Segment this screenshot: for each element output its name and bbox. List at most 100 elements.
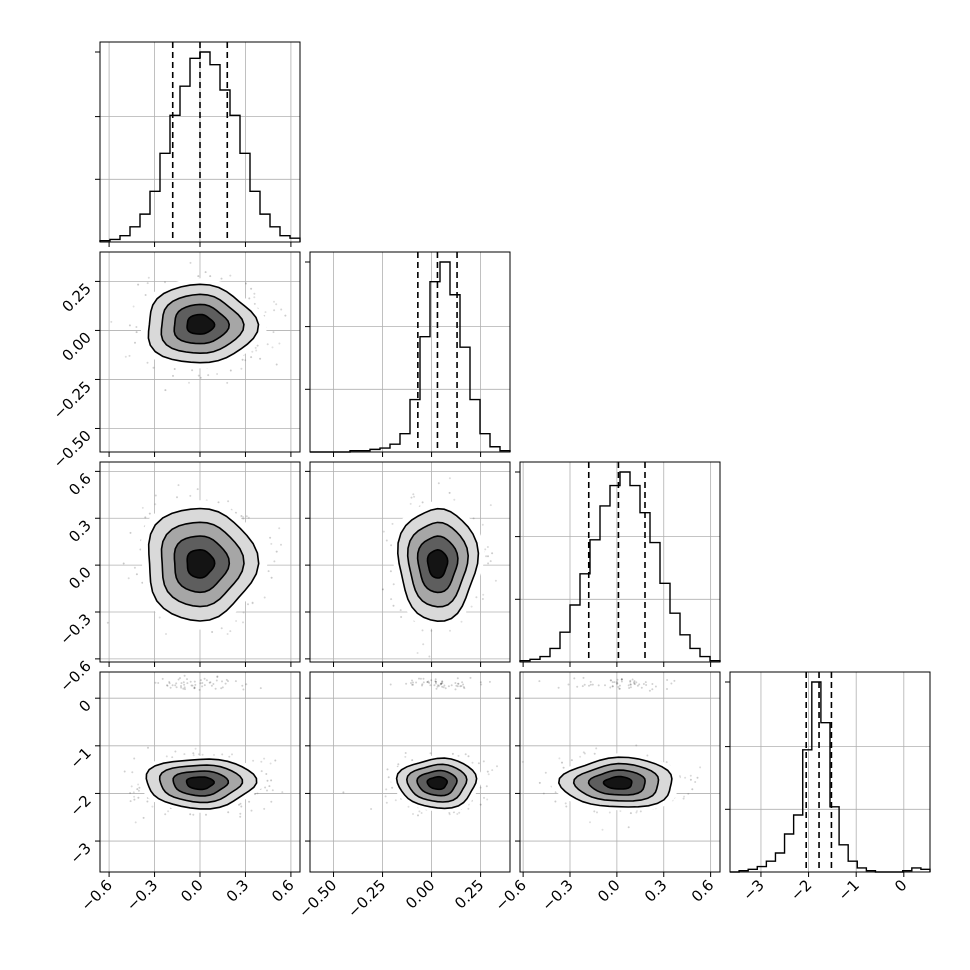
scatter-point (129, 531, 132, 534)
density-band (187, 314, 215, 335)
scatter-point (270, 800, 273, 803)
scatter-point (247, 516, 250, 519)
scatter-point (611, 685, 614, 688)
scatter-point (419, 677, 422, 680)
scatter-point (615, 682, 618, 685)
scatter-point (136, 788, 139, 791)
scatter-point (177, 484, 180, 487)
scatter-point (164, 813, 167, 816)
scatter-point (683, 795, 686, 798)
scatter-point (405, 682, 408, 685)
scatter-point (266, 789, 268, 792)
scatter-point (227, 500, 230, 503)
scatter-point (421, 501, 424, 504)
scatter-point (234, 511, 237, 514)
scatter-point (245, 683, 248, 686)
density-bands (390, 754, 483, 813)
contours (147, 283, 260, 364)
scatter-point (272, 331, 275, 334)
scatter-point (209, 275, 212, 278)
scatter-point (456, 677, 459, 680)
scatter-point (454, 682, 457, 684)
histogram-panel-2 (515, 461, 721, 667)
scatter-point (450, 684, 453, 687)
scatter-point (441, 682, 444, 685)
contour-line (406, 521, 470, 608)
y-tick-label: −0.6 (56, 657, 94, 695)
scatter-point (589, 683, 592, 686)
contour-line (160, 521, 245, 608)
scatter-point (385, 801, 388, 804)
scatter-point (629, 679, 632, 682)
scatter-point (582, 751, 585, 754)
scatter-point (394, 799, 397, 802)
scatter-point (106, 621, 109, 624)
scatter-point (128, 324, 131, 327)
scatter-point (582, 676, 585, 679)
scatter-point (280, 308, 283, 311)
scatter-point (216, 676, 219, 678)
scatter-point (199, 682, 202, 685)
x-tick-label: −0.6 (491, 876, 529, 914)
scatter-point (491, 552, 494, 555)
scatter-point (251, 601, 254, 604)
histogram-panel-0 (95, 41, 301, 247)
scatter-point (384, 795, 387, 798)
scatter-point (462, 686, 465, 688)
scatter-point (429, 684, 432, 687)
scatter-point (271, 789, 274, 792)
scatter-point (284, 314, 287, 317)
scatter-point (182, 687, 185, 690)
contour-line (572, 762, 660, 802)
scatter-point (456, 813, 459, 815)
scatter-point (629, 683, 632, 686)
contours (395, 757, 478, 810)
scatter-point (278, 342, 281, 345)
scatter-point (110, 320, 113, 323)
contour-line (602, 775, 633, 790)
x-tick-label: 0.00 (402, 876, 438, 912)
scatter-point (682, 797, 685, 800)
scatter-point (253, 292, 256, 295)
scatter-point (629, 686, 632, 689)
y-tick-label: 0.00 (58, 329, 94, 365)
scatter-point (611, 681, 614, 684)
scatter-point (189, 813, 192, 816)
scatter-point (242, 517, 245, 520)
density-band (187, 549, 215, 578)
scatter-point (241, 358, 244, 361)
scatter-point (137, 789, 140, 792)
scatter-point (263, 807, 266, 810)
scatter-point (486, 798, 489, 801)
scatter-point (174, 684, 177, 687)
contour-line (396, 507, 480, 623)
scatter-point (464, 753, 467, 756)
scatter-point (135, 326, 138, 328)
scatter-point (404, 755, 407, 758)
scatter-point (570, 759, 573, 762)
scatter-point (227, 811, 230, 814)
contour-line (395, 757, 478, 810)
scatter-point (452, 811, 455, 814)
scatter-point (203, 684, 206, 687)
scatter-point (259, 357, 262, 360)
scatter-panel-3-2: −0.6 −0.3 0.0 0.3 0.6 (491, 671, 721, 915)
scatter-point (638, 683, 641, 686)
scatter-point (226, 381, 229, 384)
scatter-point (123, 770, 126, 773)
scatter-point (573, 677, 576, 680)
scatter-point (404, 752, 407, 754)
scatter-point (618, 687, 621, 690)
scatter-point (610, 679, 613, 682)
scatter-point (430, 629, 433, 632)
scatter-point (213, 754, 215, 756)
contour-line (172, 770, 230, 797)
scatter-point (164, 281, 166, 284)
scatter-point (278, 527, 281, 530)
scatter-point (192, 813, 195, 816)
scatter-point (462, 683, 465, 686)
scatter-point (227, 680, 229, 683)
histogram-panel-3: −3 −2 −1 0 (725, 671, 931, 904)
scatter-point (457, 682, 459, 685)
